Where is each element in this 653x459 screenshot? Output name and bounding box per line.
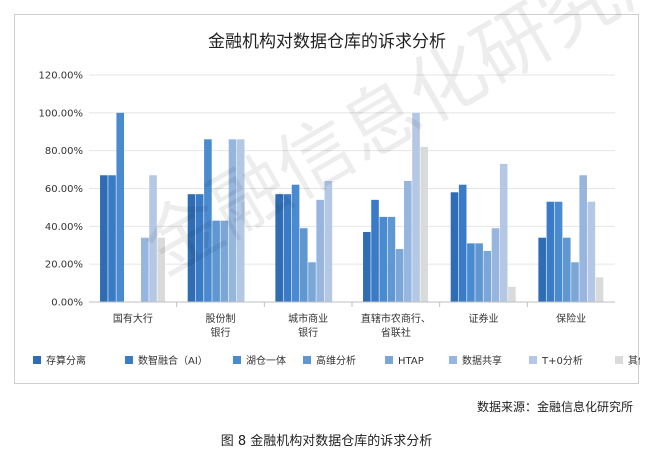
bar: [571, 262, 579, 302]
bar: [467, 243, 475, 302]
legend-item: HTAP: [385, 356, 424, 367]
bar: [324, 180, 333, 302]
legend-label: 数智融合（AI）: [138, 354, 208, 367]
bar: [275, 194, 283, 302]
x-category-label: 股份制银行: [206, 312, 236, 339]
legend-item: 湖仓一体: [233, 354, 286, 367]
bar: [483, 250, 492, 302]
bar: [404, 180, 412, 302]
legend-item: T+0分析: [529, 354, 583, 367]
bar: [499, 163, 508, 302]
legend-item: 其他: [615, 354, 640, 367]
bar-chart: 金融机构对数据仓库的诉求分析 0.00% 20.00% 40.00% 60.00% 80…: [33, 32, 640, 367]
bar: [508, 286, 516, 302]
legend-swatch: [529, 356, 537, 364]
bar: [100, 175, 108, 302]
bar: [236, 139, 245, 302]
legend-swatch: [125, 356, 133, 364]
legend-label: 高维分析: [316, 354, 356, 367]
bar: [316, 199, 324, 302]
x-category-label: 城市商业银行: [288, 312, 328, 339]
bar: [420, 146, 429, 302]
legend-swatch: [385, 356, 393, 364]
y-tick-label: 80.00%: [45, 146, 83, 157]
legend-label: 湖仓一体: [246, 354, 286, 367]
bar: [562, 237, 571, 302]
bar: [195, 194, 204, 302]
bar: [149, 175, 157, 302]
x-category-label: 证券业: [469, 312, 499, 325]
legend-swatch: [449, 356, 457, 364]
legend-label: 其他: [628, 354, 640, 367]
y-tick-label: 40.00%: [45, 222, 83, 233]
bar: [587, 201, 596, 302]
bar: [308, 262, 316, 302]
chart-frame: 金融机构对数据仓库的诉求分析 0.00% 20.00% 40.00% 60.00% 80…: [14, 14, 640, 384]
bar: [595, 277, 604, 302]
bar: [157, 237, 166, 302]
y-tick-label: 0.00%: [51, 298, 83, 309]
legend-item: 高维分析: [303, 354, 356, 367]
x-category-label: 直辖市农商行、省联社: [361, 312, 431, 339]
bar: [299, 228, 308, 302]
y-tick-label: 60.00%: [45, 184, 83, 195]
bar: [387, 216, 396, 303]
legend-label: HTAP: [398, 356, 424, 367]
bar: [458, 184, 467, 302]
bar: [116, 112, 125, 302]
y-tick-label: 120.00%: [39, 71, 84, 82]
bar: [579, 175, 587, 302]
bar: [491, 228, 500, 302]
bar: [475, 243, 483, 302]
y-tick-label: 20.00%: [45, 260, 83, 271]
legend-swatch: [303, 356, 311, 364]
source-note: 数据来源：金融信息化研究所: [476, 400, 633, 414]
legend-swatch: [233, 356, 241, 364]
bar: [291, 184, 300, 302]
bar: [538, 237, 546, 302]
bar: [412, 112, 420, 302]
bar: [108, 175, 116, 302]
x-category-label: 国有大行: [113, 312, 153, 325]
bar: [204, 139, 212, 302]
figure-caption: 图 8 金融机构对数据仓库的诉求分析: [220, 434, 433, 449]
legend-swatch: [615, 356, 623, 364]
bar: [450, 192, 459, 302]
bar: [379, 216, 388, 303]
legend-label: 存算分离: [46, 354, 86, 367]
bar: [546, 201, 555, 302]
y-tick-label: 100.00%: [39, 108, 84, 119]
legend-label: T+0分析: [541, 354, 583, 367]
bar: [363, 232, 371, 302]
bar: [228, 139, 237, 302]
x-category-label: 保险业: [556, 312, 586, 325]
bar: [283, 194, 292, 302]
bar: [554, 201, 563, 302]
bar: [395, 249, 404, 302]
legend-swatch: [33, 356, 41, 364]
bar: [220, 220, 229, 302]
bar: [187, 194, 196, 302]
bar: [141, 237, 149, 302]
chart-title: 金融机构对数据仓库的诉求分析: [208, 32, 446, 52]
bar: [371, 199, 379, 302]
legend-item: 存算分离: [33, 354, 86, 367]
bar: [212, 220, 220, 302]
legend-item: 数智融合（AI）: [125, 354, 208, 367]
legend-item: 数据共享: [449, 354, 502, 367]
legend-label: 数据共享: [462, 354, 502, 367]
